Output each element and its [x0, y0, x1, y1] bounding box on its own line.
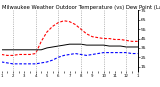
- Text: Milwaukee Weather Outdoor Temperature (vs) Dew Point (Last 24 Hours): Milwaukee Weather Outdoor Temperature (v…: [2, 5, 160, 10]
